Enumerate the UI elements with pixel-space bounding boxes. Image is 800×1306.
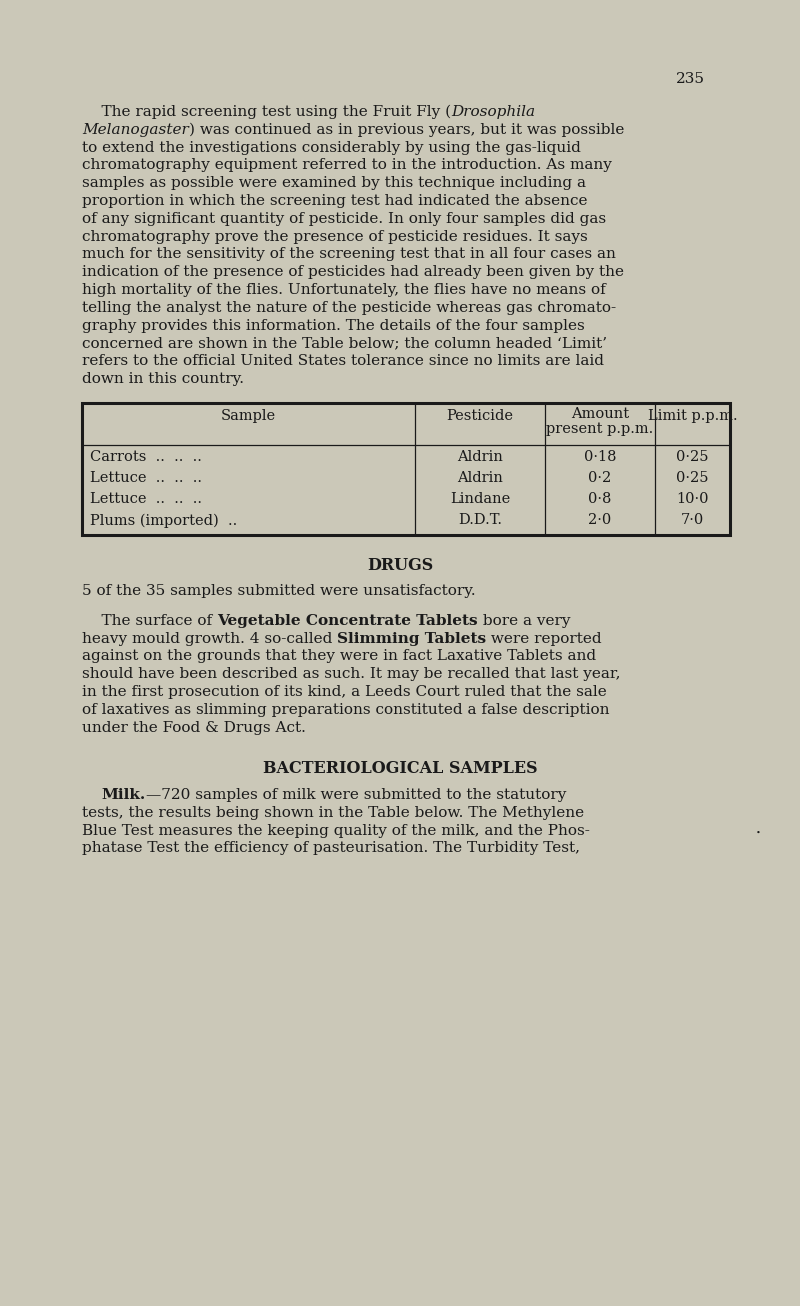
Text: of any significant quantity of pesticide. In only four samples did gas: of any significant quantity of pesticide… [82, 212, 606, 226]
Text: 0·2: 0·2 [588, 471, 612, 486]
Text: 0·25: 0·25 [676, 471, 709, 486]
Text: bore a very: bore a very [478, 614, 570, 628]
Text: against on the grounds that they were in fact Laxative Tablets and: against on the grounds that they were in… [82, 649, 596, 663]
Text: ) was continued as in previous years, but it was possible: ) was continued as in previous years, bu… [189, 123, 624, 137]
Text: 5 of the 35 samples submitted were unsatisfactory.: 5 of the 35 samples submitted were unsat… [82, 584, 476, 598]
Text: Blue Test measures the keeping quality of the milk, and the Phos-: Blue Test measures the keeping quality o… [82, 824, 590, 837]
Text: The rapid screening test using the Fruit Fly (: The rapid screening test using the Fruit… [82, 104, 451, 119]
Text: of laxatives as slimming preparations constituted a false description: of laxatives as slimming preparations co… [82, 703, 610, 717]
Text: Vegetable Concentrate Tablets: Vegetable Concentrate Tablets [217, 614, 478, 628]
Text: 2·0: 2·0 [588, 513, 612, 528]
Text: Aldrin: Aldrin [457, 471, 503, 486]
Text: BACTERIOLOGICAL SAMPLES: BACTERIOLOGICAL SAMPLES [262, 760, 538, 777]
Text: under the Food & Drugs Act.: under the Food & Drugs Act. [82, 721, 306, 734]
Text: 7·0: 7·0 [681, 513, 704, 528]
Text: much for the sensitivity of the screening test that in all four cases an: much for the sensitivity of the screenin… [82, 247, 616, 261]
Text: samples as possible were examined by this technique including a: samples as possible were examined by thi… [82, 176, 586, 191]
Text: Lettuce  ..  ..  ..: Lettuce .. .. .. [90, 471, 202, 486]
Text: 0·8: 0·8 [588, 492, 612, 507]
Text: chromatography prove the presence of pesticide residues. It says: chromatography prove the presence of pes… [82, 230, 588, 244]
Text: in the first prosecution of its kind, a Leeds Court ruled that the sale: in the first prosecution of its kind, a … [82, 684, 606, 699]
Text: Drosophila: Drosophila [451, 104, 535, 119]
Bar [82, 402, 730, 534]
Text: •: • [755, 828, 761, 836]
Text: Aldrin: Aldrin [457, 451, 503, 465]
Text: to extend the investigations considerably by using the gas-liquid: to extend the investigations considerabl… [82, 141, 581, 154]
Text: The surface of: The surface of [82, 614, 217, 628]
Text: Sample: Sample [221, 409, 276, 423]
Text: 10·0: 10·0 [676, 492, 709, 507]
Text: Melanogaster: Melanogaster [82, 123, 189, 137]
Text: graphy provides this information. The details of the four samples: graphy provides this information. The de… [82, 319, 585, 333]
Text: Slimming Tablets: Slimming Tablets [338, 632, 486, 645]
Text: telling the analyst the nature of the pesticide whereas gas chromato-: telling the analyst the nature of the pe… [82, 300, 616, 315]
Text: Lettuce  ..  ..  ..: Lettuce .. .. .. [90, 492, 202, 507]
Text: present p.p.m.: present p.p.m. [546, 422, 654, 436]
Text: chromatography equipment referred to in the introduction. As many: chromatography equipment referred to in … [82, 158, 612, 172]
Text: proportion in which the screening test had indicated the absence: proportion in which the screening test h… [82, 195, 587, 208]
Text: 0·25: 0·25 [676, 451, 709, 465]
Text: heavy mould growth. 4 so-called: heavy mould growth. 4 so-called [82, 632, 338, 645]
Text: high mortality of the flies. Unfortunately, the flies have no means of: high mortality of the flies. Unfortunate… [82, 283, 606, 296]
Text: down in this country.: down in this country. [82, 372, 244, 387]
Text: Lindane: Lindane [450, 492, 510, 507]
Text: Amount: Amount [571, 406, 629, 421]
Text: concerned are shown in the Table below; the column headed ‘Limit’: concerned are shown in the Table below; … [82, 337, 607, 350]
Text: D.D.T.: D.D.T. [458, 513, 502, 528]
Text: indication of the presence of pesticides had already been given by the: indication of the presence of pesticides… [82, 265, 624, 279]
Text: —720 samples of milk were submitted to the statutory: —720 samples of milk were submitted to t… [146, 788, 566, 802]
Text: Limit p.p.m.: Limit p.p.m. [648, 409, 738, 423]
Text: 235: 235 [675, 72, 705, 86]
Text: tests, the results being shown in the Table below. The Methylene: tests, the results being shown in the Ta… [82, 806, 584, 820]
Text: DRUGS: DRUGS [367, 556, 433, 573]
Text: should have been described as such. It may be recalled that last year,: should have been described as such. It m… [82, 667, 621, 682]
Text: Plums (imported)  ..: Plums (imported) .. [90, 513, 238, 528]
Text: refers to the official United States tolerance since no limits are laid: refers to the official United States tol… [82, 354, 604, 368]
Text: Pesticide: Pesticide [446, 409, 514, 423]
Text: Carrots  ..  ..  ..: Carrots .. .. .. [90, 451, 202, 465]
Text: phatase Test the efficiency of pasteurisation. The Turbidity Test,: phatase Test the efficiency of pasteuris… [82, 841, 580, 855]
Text: Milk.: Milk. [102, 788, 146, 802]
Text: were reported: were reported [486, 632, 602, 645]
Text: 0·18: 0·18 [584, 451, 616, 465]
